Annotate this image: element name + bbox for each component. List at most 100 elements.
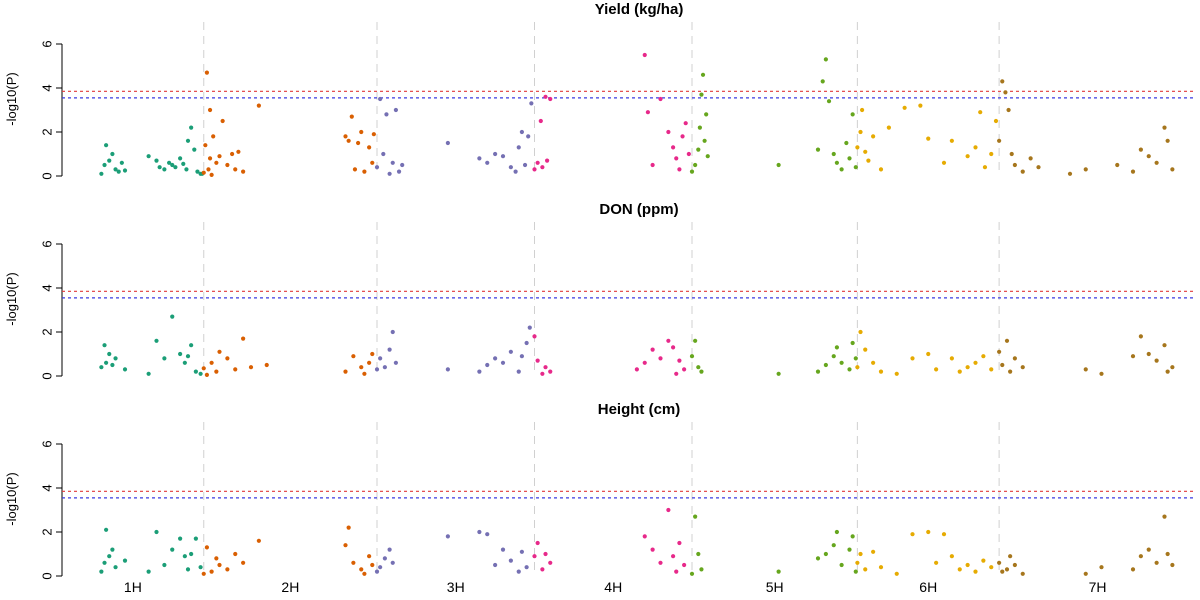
marker-point bbox=[957, 369, 962, 374]
marker-point bbox=[241, 169, 246, 174]
marker-point bbox=[217, 562, 222, 568]
marker-point bbox=[256, 538, 261, 543]
marker-point bbox=[233, 367, 238, 372]
marker-point bbox=[113, 565, 118, 570]
marker-point bbox=[682, 562, 687, 568]
marker-point bbox=[682, 367, 687, 372]
marker-point bbox=[699, 369, 704, 374]
marker-point bbox=[671, 554, 676, 559]
x-tick-label: 2H bbox=[281, 579, 299, 595]
marker-point bbox=[1083, 167, 1088, 172]
marker-point bbox=[184, 167, 189, 172]
marker-point bbox=[863, 347, 868, 352]
marker-point bbox=[858, 551, 863, 557]
marker-point bbox=[477, 156, 482, 161]
y-tick-label: 4 bbox=[39, 484, 54, 491]
marker-point bbox=[847, 547, 852, 552]
marker-point bbox=[776, 162, 781, 168]
marker-point bbox=[264, 362, 269, 368]
marker-point bbox=[207, 156, 213, 161]
marker-point bbox=[700, 72, 706, 77]
marker-point bbox=[831, 543, 836, 548]
panel-title: Yield (kg/ha) bbox=[595, 1, 684, 18]
marker-point bbox=[1146, 154, 1151, 159]
marker-point bbox=[1083, 367, 1088, 372]
y-axis-label: -log10(P) bbox=[4, 472, 19, 525]
marker-point bbox=[346, 138, 351, 143]
marker-point bbox=[382, 556, 387, 561]
marker-point bbox=[853, 165, 858, 170]
marker-point bbox=[1006, 107, 1011, 113]
marker-point bbox=[532, 334, 537, 339]
marker-point bbox=[973, 145, 978, 150]
marker-point bbox=[902, 105, 907, 110]
marker-point bbox=[1165, 138, 1170, 143]
marker-point bbox=[390, 560, 395, 565]
marker-point bbox=[529, 101, 534, 106]
marker-point bbox=[378, 565, 383, 570]
marker-point bbox=[683, 121, 688, 126]
marker-point bbox=[543, 94, 548, 99]
marker-point bbox=[508, 349, 513, 354]
marker-point bbox=[178, 351, 183, 357]
y-tick-label: 2 bbox=[39, 528, 54, 535]
marker-point bbox=[119, 160, 124, 165]
marker-point bbox=[978, 110, 983, 115]
marker-point bbox=[1028, 156, 1033, 161]
marker-point bbox=[926, 529, 931, 535]
marker-point bbox=[524, 565, 529, 570]
marker-point bbox=[390, 160, 395, 165]
marker-point bbox=[831, 354, 836, 359]
marker-point bbox=[209, 360, 214, 365]
marker-point bbox=[878, 369, 884, 374]
marker-point bbox=[387, 547, 392, 552]
marker-point bbox=[370, 160, 375, 165]
marker-point bbox=[374, 367, 380, 372]
marker-point bbox=[107, 158, 112, 163]
panel-3: Height (cm) -log10(P) 0 2 4 6 bbox=[4, 401, 1196, 580]
marker-point bbox=[543, 551, 548, 557]
y-tick-label: 6 bbox=[39, 440, 54, 447]
marker-point bbox=[965, 154, 970, 159]
y-tick-label: 4 bbox=[39, 284, 54, 291]
marker-point bbox=[696, 365, 701, 370]
marker-point bbox=[1000, 569, 1005, 574]
marker-point bbox=[203, 143, 208, 148]
marker-point bbox=[198, 371, 203, 376]
marker-point bbox=[359, 365, 364, 370]
marker-point bbox=[982, 165, 988, 170]
marker-point bbox=[1138, 554, 1143, 559]
marker-point bbox=[689, 169, 695, 174]
marker-point bbox=[666, 507, 671, 513]
marker-point bbox=[387, 347, 392, 352]
marker-point bbox=[371, 132, 376, 137]
marker-point bbox=[934, 367, 939, 372]
y-tick-label: 4 bbox=[39, 84, 54, 91]
marker-point bbox=[871, 549, 876, 554]
marker-point bbox=[122, 558, 128, 563]
marker-point bbox=[349, 114, 354, 119]
marker-point bbox=[693, 338, 698, 343]
marker-point bbox=[894, 571, 899, 576]
marker-point bbox=[548, 96, 553, 102]
marker-point bbox=[1003, 90, 1008, 95]
marker-point bbox=[650, 347, 655, 352]
marker-point bbox=[642, 360, 647, 365]
marker-point bbox=[225, 162, 230, 168]
marker-point bbox=[696, 147, 701, 152]
marker-point bbox=[941, 532, 947, 537]
panel-2: DON (ppm) -log10(P) 0 2 4 6 bbox=[4, 201, 1196, 380]
y-tick-label: 0 bbox=[39, 572, 54, 579]
marker-point bbox=[1170, 365, 1175, 370]
marker-point bbox=[99, 171, 104, 176]
marker-point bbox=[214, 556, 219, 561]
marker-point bbox=[351, 354, 356, 359]
marker-point bbox=[823, 551, 828, 557]
marker-point bbox=[396, 169, 402, 174]
marker-point bbox=[926, 351, 931, 357]
marker-point bbox=[965, 365, 970, 370]
marker-point bbox=[1162, 514, 1167, 519]
marker-point bbox=[393, 360, 398, 365]
marker-point bbox=[1099, 565, 1104, 570]
marker-point bbox=[650, 547, 655, 552]
